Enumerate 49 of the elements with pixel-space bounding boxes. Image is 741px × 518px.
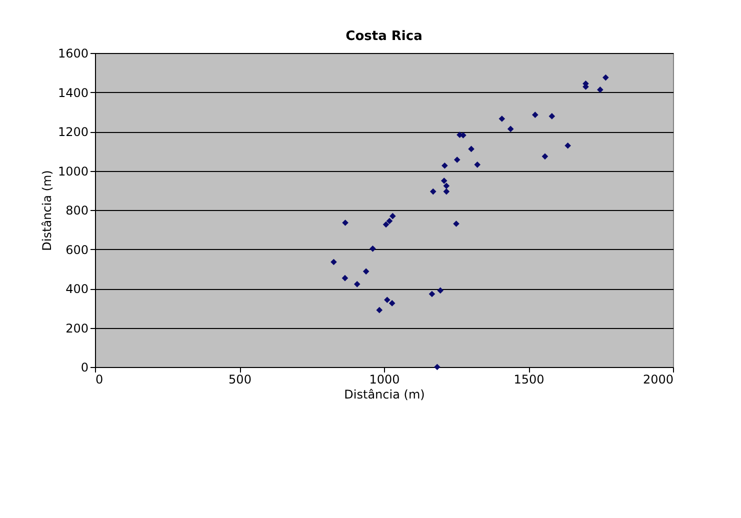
- y-tick-label: 600: [66, 242, 88, 257]
- y-axis-title: Distância (m): [40, 170, 54, 251]
- y-tick-label: 0: [80, 360, 88, 374]
- y-tick-label: 1200: [58, 125, 88, 139]
- point: [548, 113, 556, 120]
- point: [330, 258, 337, 266]
- point: [564, 142, 571, 149]
- point: [342, 220, 348, 226]
- x-tick-label: 500: [228, 372, 252, 386]
- y-tick-label: 800: [66, 204, 88, 218]
- chart-title: Costa Rica: [346, 29, 422, 44]
- point: [454, 156, 460, 163]
- point: [434, 364, 440, 370]
- point: [542, 153, 548, 160]
- point: [388, 300, 396, 306]
- y-tick-label: 400: [66, 282, 88, 296]
- point: [376, 306, 383, 314]
- point: [390, 212, 396, 220]
- point: [382, 221, 390, 228]
- point: [443, 188, 450, 195]
- point: [498, 116, 506, 122]
- point: [386, 218, 393, 224]
- point: [453, 220, 460, 227]
- point: [384, 296, 390, 304]
- point: [597, 86, 604, 93]
- x-axis-title: Distância (m): [344, 388, 425, 402]
- point: [430, 188, 436, 195]
- point: [437, 287, 444, 294]
- y-tick-label: 200: [66, 321, 88, 336]
- point: [468, 146, 474, 152]
- y-tick-label: 1000: [58, 164, 88, 178]
- point: [440, 178, 448, 184]
- point: [428, 290, 436, 298]
- x-tick-label: 2000: [642, 372, 674, 386]
- point: [532, 112, 538, 118]
- point: [507, 126, 514, 132]
- point: [342, 274, 348, 282]
- point: [354, 281, 360, 288]
- point: [602, 74, 609, 81]
- y-tick-label: 1600: [58, 46, 88, 60]
- y-tick-label: 1400: [58, 86, 88, 100]
- point: [370, 246, 376, 252]
- x-tick-label: 1500: [514, 372, 544, 386]
- point: [443, 182, 450, 190]
- point: [474, 162, 481, 168]
- x-tick-label: 1000: [369, 372, 400, 386]
- point: [362, 268, 370, 275]
- point: [442, 162, 448, 169]
- x-tick-label: 0: [96, 372, 104, 386]
